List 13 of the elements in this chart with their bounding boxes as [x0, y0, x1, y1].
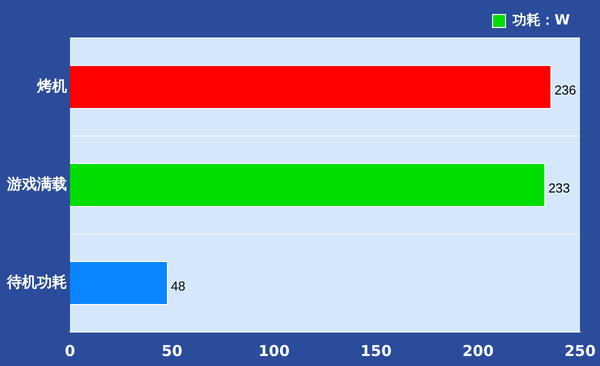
x-tick-label: 200 [462, 342, 494, 360]
x-tick-label: 150 [360, 342, 392, 360]
data-label: 233 [548, 180, 570, 196]
data-label: 48 [170, 278, 186, 294]
x-tick-label: 250 [564, 342, 596, 360]
y-tick-label: 待机功耗 [6, 272, 67, 291]
y-tick-label: 烤机 [36, 76, 67, 95]
x-tick-label: 50 [162, 342, 182, 360]
data-label: 236 [554, 82, 576, 98]
y-tick-label: 游戏满载 [6, 174, 67, 193]
x-tick-label: 0 [64, 342, 76, 360]
x-tick-label: 100 [258, 342, 290, 360]
legend-label: 功耗：W [512, 12, 570, 29]
